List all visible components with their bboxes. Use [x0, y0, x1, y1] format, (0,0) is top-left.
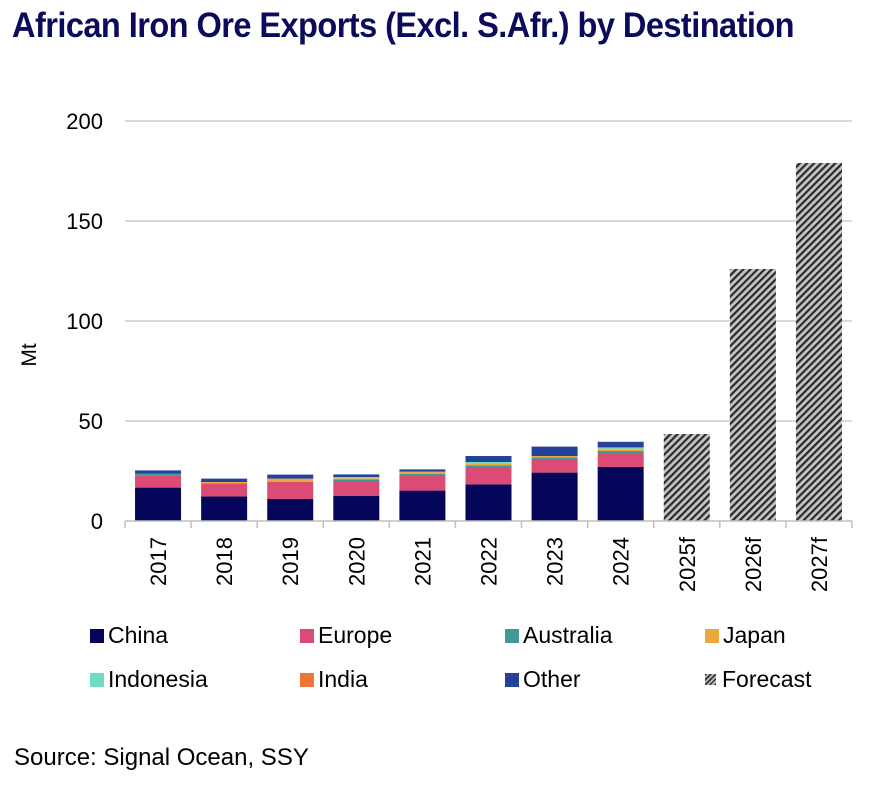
legend-label: Forecast: [722, 666, 812, 692]
bar-europe-2018: [201, 483, 248, 497]
bar-china-2020: [333, 496, 380, 521]
bar-indonesia-2022: [465, 462, 512, 464]
legend-item-china: China: [90, 622, 168, 649]
y-axis-title: Mt: [18, 343, 41, 366]
legend-item-europe: Europe: [300, 622, 392, 649]
x-tick-label: 2023: [543, 537, 568, 586]
bar-japan-2021: [399, 471, 446, 474]
bar-china-2022: [465, 484, 512, 521]
x-tick-label: 2025f: [675, 536, 700, 592]
bar-other-2022: [465, 456, 512, 462]
bar-europe-2020: [333, 481, 380, 496]
x-tick-label: 2026f: [741, 536, 766, 592]
bar-japan-2022: [465, 463, 512, 466]
legend-item-japan: Japan: [705, 622, 786, 649]
y-tick-label: 50: [79, 409, 103, 434]
bar-europe-2017: [135, 475, 182, 488]
bar-japan-2023: [531, 456, 578, 458]
bar-china-2017: [135, 487, 182, 521]
bar-australia-2021: [399, 474, 446, 476]
bar-other-2023: [531, 446, 578, 456]
legend-label: India: [318, 666, 368, 692]
bars: [135, 163, 842, 521]
legend-swatch-icon: [505, 672, 519, 687]
y-axis: 0 50 100 150 200: [66, 109, 103, 534]
bar-china-2023: [531, 472, 578, 521]
bar-other-2024: [597, 441, 644, 448]
x-tick-label: 2020: [344, 537, 369, 586]
y-tick-label: 150: [66, 209, 103, 234]
legend-item-australia: Australia: [505, 622, 612, 649]
bar-forecast-2026f: [729, 269, 776, 521]
bar-china-2021: [399, 490, 446, 521]
legend-label: Indonesia: [108, 666, 208, 692]
legend-item-forecast: Forecast: [705, 666, 811, 693]
legend-swatch-icon: [505, 628, 519, 643]
legend-item-other: Other: [505, 666, 581, 693]
bar-europe-2024: [597, 453, 644, 467]
x-tick-label: 2018: [212, 537, 237, 586]
x-tick-label: 2017: [146, 537, 171, 586]
bar-indonesia-2020: [333, 477, 380, 479]
x-tick-label: 2022: [477, 537, 502, 586]
legend-swatch-icon: [705, 674, 716, 685]
bar-other-2017: [135, 470, 182, 474]
bar-europe-2021: [399, 476, 446, 491]
bar-indonesia-2024: [597, 448, 644, 450]
bar-china-2019: [267, 499, 314, 521]
bar-other-2021: [399, 469, 446, 472]
x-tick-label: 2024: [609, 537, 634, 586]
bar-japan-2019: [267, 478, 314, 482]
bar-europe-2023: [531, 459, 578, 473]
legend-swatch-icon: [90, 628, 104, 643]
bar-europe-2019: [267, 482, 314, 499]
x-tick-label: 2021: [410, 537, 435, 586]
legend-swatch-icon: [300, 628, 314, 643]
bar-other-2020: [333, 474, 380, 477]
y-tick-label: 200: [66, 109, 103, 134]
legend-label: China: [108, 622, 169, 648]
bar-australia-2022: [465, 465, 512, 467]
bar-europe-2022: [465, 467, 512, 485]
x-tick-label: 2019: [278, 537, 303, 586]
legend-label: Australia: [523, 622, 613, 648]
chart-plot: 0 50 100 150 200 Mt 2017 2018 2019 2020 2021 2022…: [18, 109, 853, 592]
bar-china-2018: [201, 496, 248, 521]
legend-label: Europe: [318, 622, 393, 648]
bar-other-2019: [267, 474, 314, 479]
legend-item-indonesia: Indonesia: [90, 666, 208, 693]
bar-australia-2020: [333, 479, 380, 481]
chart-title: African Iron Ore Exports (Excl. S.Afr.) …: [12, 6, 795, 45]
x-axis: 2017 2018 2019 2020 2021 2022 2023 2024 2025f 202…: [124, 520, 853, 592]
legend-item-india: India: [300, 666, 368, 693]
bar-australia-2023: [531, 457, 578, 459]
x-tick-label: 2027f: [807, 536, 832, 592]
legend-swatch-icon: [705, 628, 719, 643]
bar-japan-2018: [201, 482, 248, 484]
legend-swatch-icon: [90, 672, 104, 687]
bar-china-2024: [597, 467, 644, 521]
bar-japan-2024: [597, 449, 644, 451]
legend-swatch-icon: [300, 672, 314, 687]
bar-australia-2017: [135, 473, 182, 476]
source-note: Source: Signal Ocean, SSY: [14, 744, 309, 771]
y-tick-label: 0: [91, 509, 103, 534]
bar-japan-2020: [333, 478, 380, 480]
bar-forecast-2027f: [795, 163, 842, 521]
bar-australia-2024: [597, 451, 644, 453]
bar-other-2018: [201, 478, 248, 482]
legend-label: Other: [523, 666, 581, 692]
bar-india-2024: [597, 447, 644, 449]
legend-label: Japan: [723, 622, 786, 648]
y-tick-label: 100: [66, 309, 103, 334]
bar-forecast-2025f: [663, 434, 710, 521]
